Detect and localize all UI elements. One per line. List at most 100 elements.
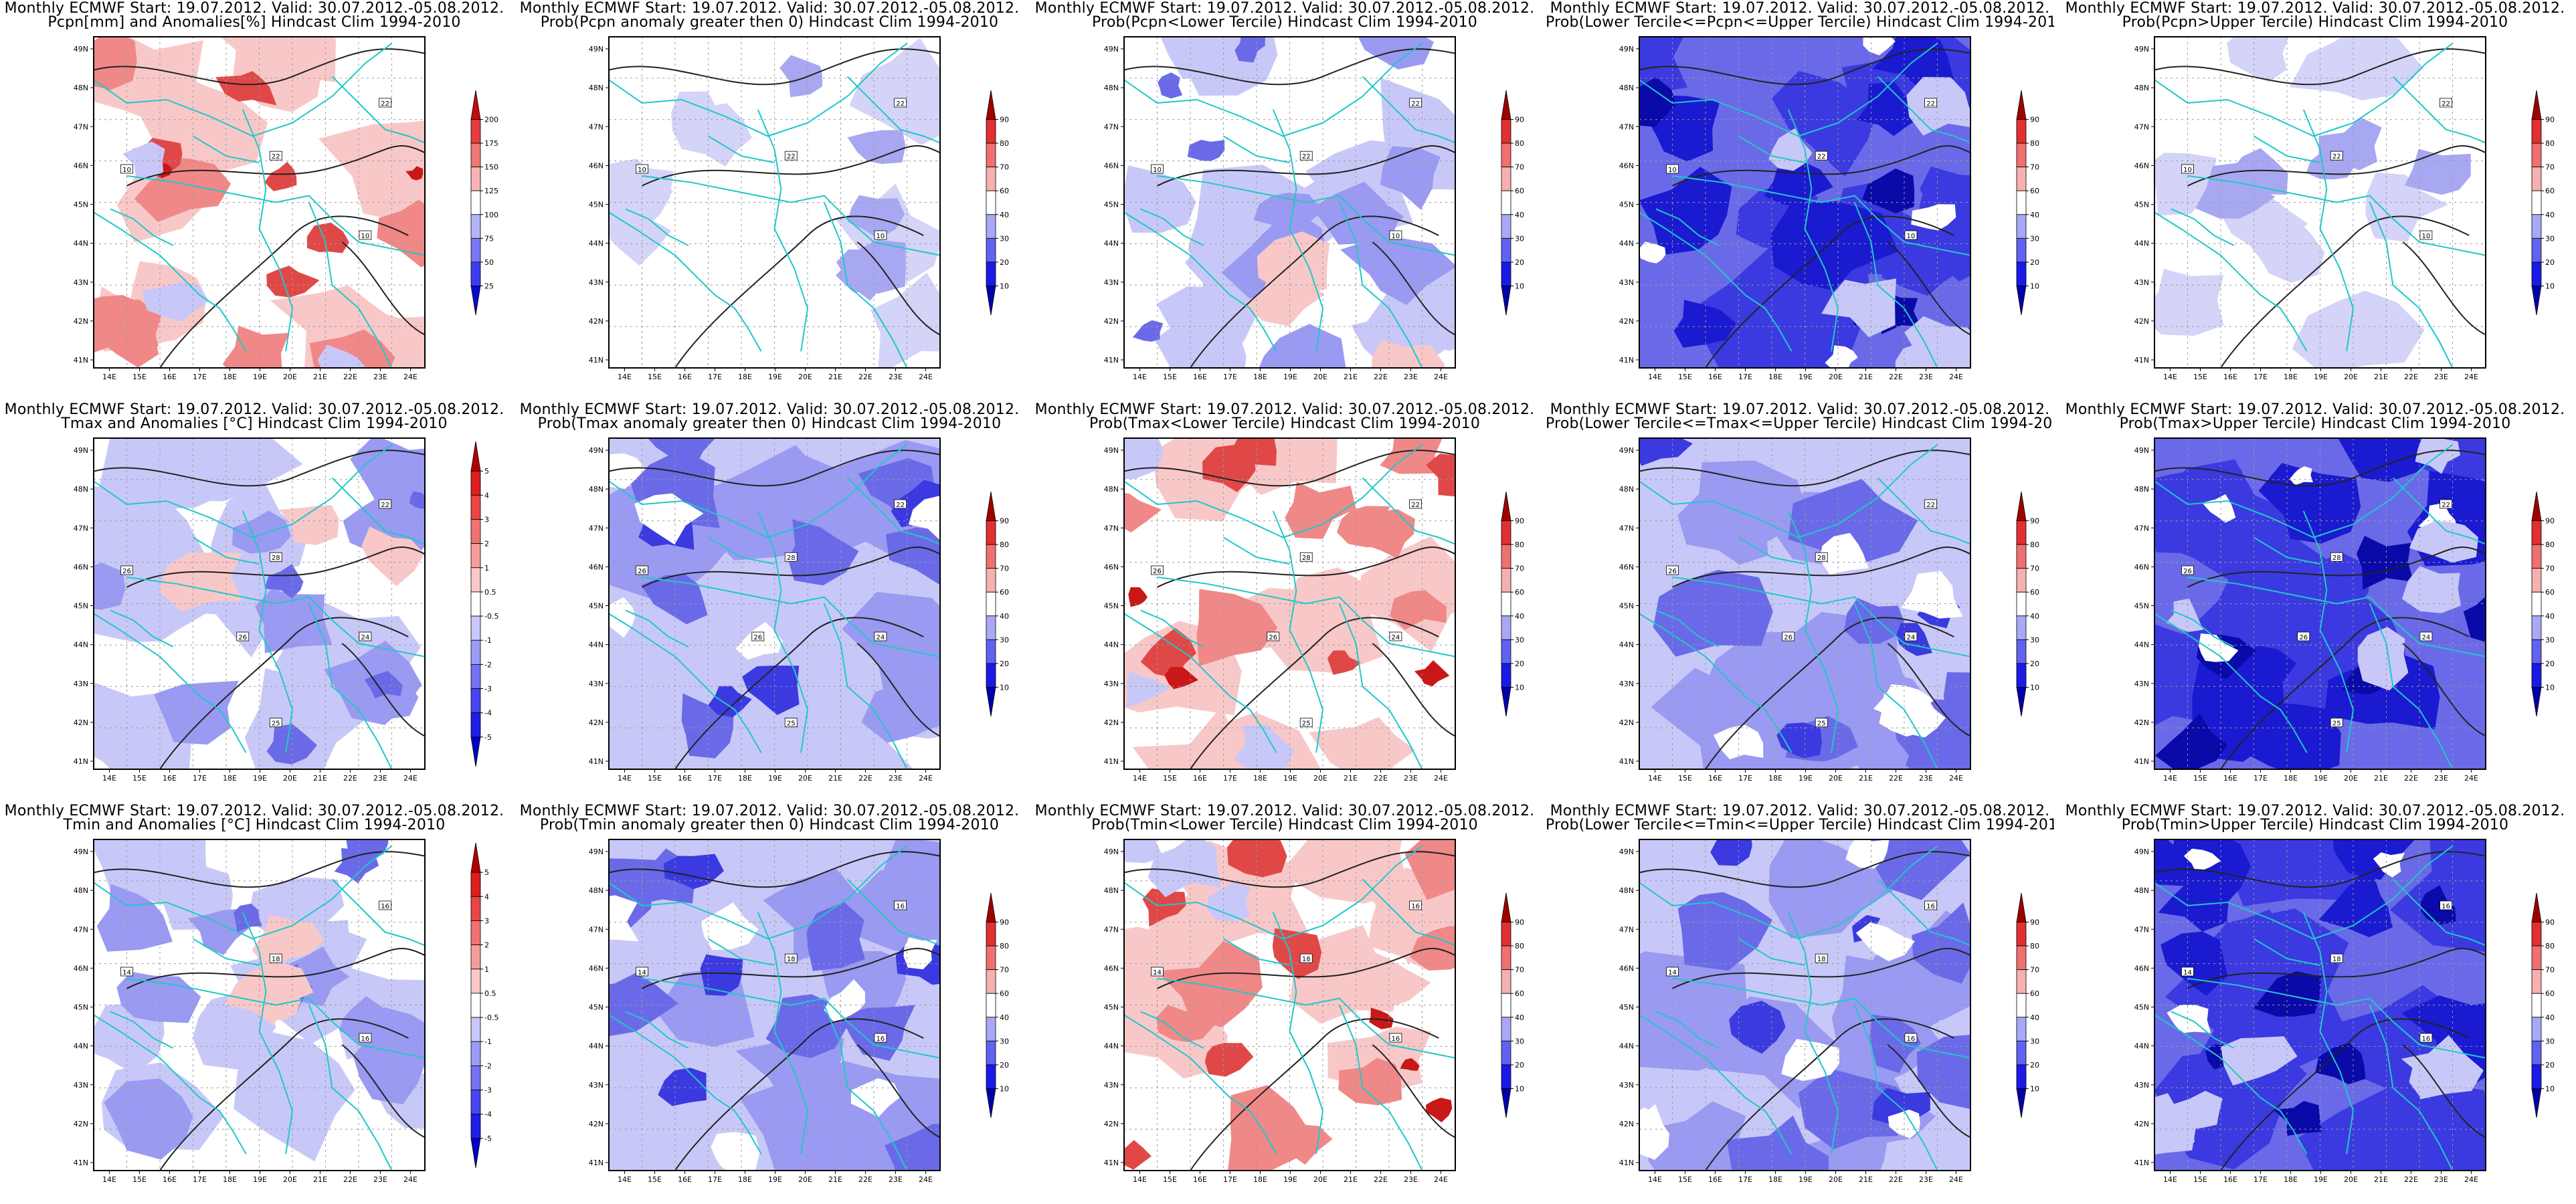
colorbar-segment [2531,686,2542,716]
lat-tick-label: 45N [2134,1003,2149,1012]
map-frame [608,437,941,770]
panel-title-line2: Tmin and Anomalies [°C] Hindcast Clim 19… [63,817,446,833]
colorbar-segment [2016,921,2027,946]
field-contour-fill [264,161,297,191]
contour-label: 10 [359,230,372,240]
lat-tick-label: 49N [74,446,88,455]
colorbar-tick-label: 70 [2545,564,2555,573]
lat-tick-label: 43N [2134,680,2149,688]
lat-tick-label: 49N [589,45,604,54]
lon-tick-label: 15E [1163,774,1177,783]
field-contour-fill [1863,37,1896,56]
field-contour-fill [2315,1042,2366,1085]
contour-label: 16 [894,900,907,910]
svg-text:25: 25 [2332,720,2341,728]
lon-tick-label: 20E [798,1175,812,1184]
coastline-border [242,912,294,1155]
contour-label: 22 [379,499,392,509]
coastline-border [1157,576,1455,658]
panel-title-line2: Prob(Pcpn>Upper Tercile) Hindcast Clim 1… [2122,14,2508,30]
lat-tick-label: 45N [1619,602,1634,611]
field-contour-fill [1855,922,1915,961]
colorbar-segment [470,944,481,969]
coastline-border [2187,977,2486,1059]
colorbar-segment [986,969,996,994]
colorbar-segment [986,921,996,946]
colorbar-segment [2531,237,2542,262]
coastline-border [1140,1011,1204,1049]
field-contour-fill [1234,724,1295,769]
colorbar-segment [986,639,996,664]
field-contour-fill [1196,589,1278,666]
climatology-contour [126,546,425,588]
lat-tick-label: 46N [1104,563,1119,571]
svg-text:28: 28 [1302,555,1311,562]
lat-tick-label: 44N [1104,641,1119,649]
colorbar-segment [470,712,481,737]
svg-text:16: 16 [1926,903,1935,910]
panel-title-line2: Prob(Tmax>Upper Tercile) Hindcast Clim 1… [2119,415,2511,431]
colorbar-segment [2531,662,2542,688]
coastline-border [94,845,393,940]
field-contour-fill [1158,72,1183,99]
lon-tick-label: 19E [2314,373,2328,381]
forecast-map-panel: Monthly ECMWF Start: 19.07.2012. Valid: … [1546,401,2061,803]
climatology-contour [642,145,940,187]
panel-title-line1: Monthly ECMWF Start: 19.07.2012. Valid: … [2065,403,2565,418]
lon-tick-label: 24E [403,1175,418,1184]
panel-title: Monthly ECMWF Start: 19.07.2012. Valid: … [515,403,1024,431]
coastline-border [1124,43,1423,137]
colorbar-tick-label: 40 [1000,210,1009,219]
colorbar-segment [2016,1088,2027,1118]
colorbar-segment [470,688,481,713]
svg-text:22: 22 [272,153,280,161]
colorbar-tick-label: 90 [2545,115,2555,124]
lon-tick-label: 17E [1223,774,1237,783]
coastline-border [2302,912,2355,1155]
colorbar-segment [470,1017,481,1042]
colorbar-tick-label: 30 [1515,1037,1524,1045]
lon-tick-label: 17E [193,774,207,783]
colorbar-segment [2016,166,2027,191]
lat-tick-label: 45N [589,602,604,611]
lat-tick-label: 48N [2134,84,2149,92]
lat-tick-label: 48N [74,886,88,895]
colorbar-tick-label: 60 [1000,588,1009,597]
lat-tick-label: 41N [589,1159,604,1167]
lon-tick-label: 14E [2163,774,2177,783]
climatology-contour [1639,449,1970,487]
field-contour-fill [104,1078,193,1160]
lon-tick-label: 18E [1253,1175,1267,1184]
field-contour-fill [1124,839,1164,864]
colorbar-segment [1501,491,1511,521]
colorbar-segment [1501,662,1511,688]
lon-tick-label: 17E [708,1175,722,1184]
coastline-border [1338,603,1423,769]
contour-label: 24 [359,631,372,641]
colorbar-tick-label: 60 [1515,187,1524,195]
coastline-border [110,208,174,246]
lon-tick-label: 21E [1859,373,1873,381]
climatology-contour [856,1044,940,1138]
lat-tick-label: 41N [1104,1159,1119,1167]
coastline-border [2154,845,2454,940]
forecast-map-panel: Monthly ECMWF Start: 19.07.2012. Valid: … [0,401,515,803]
contour-label: 18 [1815,953,1828,963]
field-contour-fill [1825,345,1858,368]
lon-tick-label: 16E [1708,1175,1722,1184]
lat-tick-label: 42N [2134,1120,2149,1128]
climatology-contour [2402,1044,2486,1138]
coastline-border [1639,613,1792,753]
contour-label: 18 [784,953,798,963]
colorbar-tick-label: 20 [1000,659,1009,668]
lon-tick-label: 24E [403,373,418,381]
contour-label: 16 [1924,900,1938,910]
coastline-border [846,477,940,545]
colorbar-tick-label: 40 [2545,210,2555,219]
coastline-border [1362,878,1455,946]
svg-text:22: 22 [1411,100,1420,108]
climatology-contour [1190,617,1439,769]
colorbar-tick-label: 2 [484,940,489,949]
contour-label: 22 [2330,150,2343,161]
coastline-border [1655,1011,1720,1049]
